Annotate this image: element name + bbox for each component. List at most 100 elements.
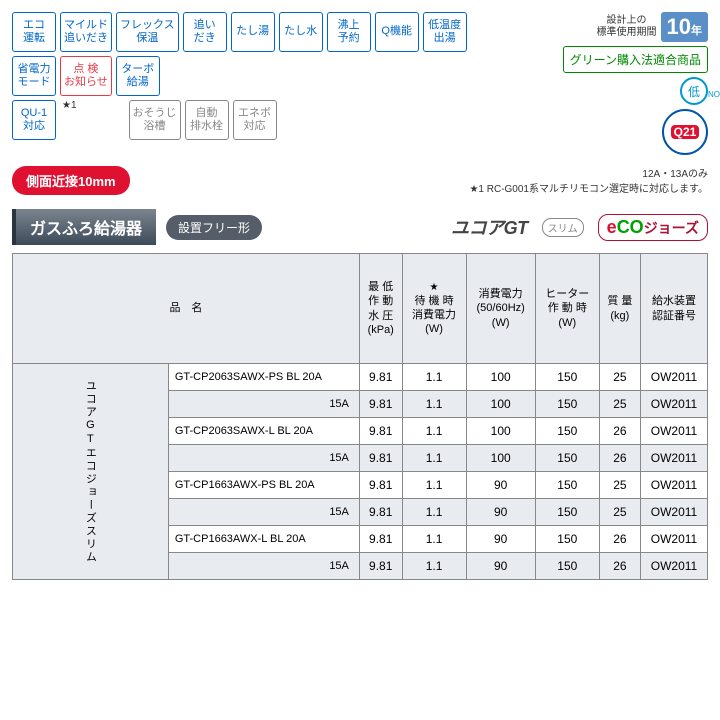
feature-badge: たし水 — [279, 12, 323, 52]
spec-cell: 25 — [599, 391, 640, 418]
spec-cell: 100 — [466, 418, 535, 445]
section-title-bar: ガスふろ給湯器 設置フリー形 ユコアGT スリム eCOジョーズ — [12, 209, 708, 245]
feature-badge: 省電力モード — [12, 56, 56, 96]
feature-badge: QU-1対応 — [12, 100, 56, 140]
spec-cell: 26 — [599, 553, 640, 580]
spec-cell: 9.81 — [359, 418, 402, 445]
spec-cell: OW2011 — [640, 553, 707, 580]
green-purchase-badge: グリーン購入法適合商品 — [563, 46, 708, 73]
spec-cell: 90 — [466, 472, 535, 499]
brand-gt-logo: ユコアGT — [451, 214, 528, 240]
design-life: 設計上の標準使用期間 10年 — [597, 12, 708, 42]
spec-cell: OW2011 — [640, 391, 707, 418]
feature-badge: 自動排水栓 — [185, 100, 229, 140]
col-pressure: 最 低作 動水 圧(kPa) — [359, 254, 402, 364]
spec-cell: 1.1 — [402, 526, 466, 553]
spec-cell: 100 — [466, 445, 535, 472]
model-variant: 15A — [168, 445, 359, 472]
col-heater-power: ヒーター作 動 時(W) — [535, 254, 599, 364]
feature-badge: フレックス保温 — [116, 12, 179, 52]
feature-badge: 沸上予約 — [327, 12, 371, 52]
ten-year-badge: 10年 — [661, 12, 708, 42]
side-clearance-badge: 側面近接10mm — [12, 166, 130, 195]
feature-badge: エコ運転 — [12, 12, 56, 52]
spec-cell: 90 — [466, 526, 535, 553]
model-variant: 15A — [168, 553, 359, 580]
q21-badge: Q21 — [662, 109, 708, 155]
spec-cell: 9.81 — [359, 364, 402, 391]
spec-cell: 1.1 — [402, 499, 466, 526]
spec-cell: 25 — [599, 472, 640, 499]
spec-cell: 100 — [466, 364, 535, 391]
spec-cell: 26 — [599, 418, 640, 445]
spec-cell: 150 — [535, 391, 599, 418]
spec-cell: 1.1 — [402, 418, 466, 445]
spec-cell: OW2011 — [640, 418, 707, 445]
note-12a: 12A・13Aのみ — [469, 165, 708, 180]
spec-cell: 150 — [535, 526, 599, 553]
spec-cell: 1.1 — [402, 445, 466, 472]
spec-cell: 100 — [466, 391, 535, 418]
design-life-label: 設計上の標準使用期間 — [597, 15, 657, 39]
slim-badge: スリム — [542, 218, 584, 237]
spec-cell: 150 — [535, 364, 599, 391]
spec-cell: 150 — [535, 445, 599, 472]
model-name: GT-CP2063SAWX-PS BL 20A — [168, 364, 359, 391]
spec-cell: 150 — [535, 472, 599, 499]
table-row: ユコアGTエコジョーズスリムGT-CP2063SAWX-PS BL 20A9.8… — [13, 364, 708, 391]
model-name: GT-CP1663AWX-L BL 20A — [168, 526, 359, 553]
note-star1: ★1 RC-G001系マルチリモコン選定時に対応します。 — [469, 180, 708, 195]
install-type-pill: 設置フリー形 — [166, 215, 262, 240]
spec-cell: 9.81 — [359, 391, 402, 418]
spec-cell: 150 — [535, 499, 599, 526]
spec-cell: 90 — [466, 553, 535, 580]
spec-cell: OW2011 — [640, 499, 707, 526]
spec-cell: 26 — [599, 445, 640, 472]
feature-badge: おそうじ浴槽 — [129, 100, 181, 140]
spec-cell: 9.81 — [359, 553, 402, 580]
spec-cell: 1.1 — [402, 364, 466, 391]
spec-cell: 9.81 — [359, 526, 402, 553]
spec-cell: 25 — [599, 499, 640, 526]
feature-badge: 低温度出湯 — [423, 12, 467, 52]
feature-badge: マイルド追いだき — [60, 12, 112, 52]
spec-cell: 1.1 — [402, 391, 466, 418]
col-cert: 給水装置認証番号 — [640, 254, 707, 364]
feature-badge: たし湯 — [231, 12, 275, 52]
feature-badges: エコ運転マイルド追いだきフレックス保温追いだきたし湯たし水沸上予約Q機能低温度出… — [12, 12, 467, 140]
spec-cell: OW2011 — [640, 445, 707, 472]
feature-badge: エネボ対応 — [233, 100, 277, 140]
feature-badge: ターボ給湯 — [116, 56, 160, 96]
spec-cell: 90 — [466, 499, 535, 526]
model-name: GT-CP2063SAWX-L BL 20A — [168, 418, 359, 445]
row-group-header: ユコアGTエコジョーズスリム — [13, 364, 169, 580]
badges-right: 設計上の標準使用期間 10年 グリーン購入法適合商品 低 NOx Q21 — [471, 12, 708, 155]
spec-cell: 9.81 — [359, 445, 402, 472]
section-title: ガスふろ給湯器 — [12, 209, 156, 245]
star1-mark: ★1 — [62, 100, 77, 140]
spec-cell: OW2011 — [640, 364, 707, 391]
spec-cell: 1.1 — [402, 553, 466, 580]
col-power: 消費電力(50/60Hz)(W) — [466, 254, 535, 364]
spec-cell: OW2011 — [640, 472, 707, 499]
spec-cell: 1.1 — [402, 472, 466, 499]
top-section: エコ運転マイルド追いだきフレックス保温追いだきたし湯たし水沸上予約Q機能低温度出… — [12, 12, 708, 155]
model-variant: 15A — [168, 499, 359, 526]
feature-badge: 点 検お知らせ — [60, 56, 112, 96]
spec-cell: 150 — [535, 418, 599, 445]
spec-cell: 26 — [599, 526, 640, 553]
feature-badge: Q機能 — [375, 12, 419, 52]
col-standby-power: 待 機 時消費電力(W) — [402, 254, 466, 364]
col-weight: 質 量(kg) — [599, 254, 640, 364]
model-variant: 15A — [168, 391, 359, 418]
spec-table: 品 名 最 低作 動水 圧(kPa) 待 機 時消費電力(W) 消費電力(50/… — [12, 253, 708, 580]
feature-badge: 追いだき — [183, 12, 227, 52]
spec-cell: 9.81 — [359, 472, 402, 499]
model-name: GT-CP1663AWX-PS BL 20A — [168, 472, 359, 499]
spec-cell: 9.81 — [359, 499, 402, 526]
col-name: 品 名 — [13, 254, 360, 364]
spec-cell: 25 — [599, 364, 640, 391]
spec-cell: 150 — [535, 553, 599, 580]
footnotes: 12A・13Aのみ ★1 RC-G001系マルチリモコン選定時に対応します。 — [469, 165, 708, 195]
spec-cell: OW2011 — [640, 526, 707, 553]
